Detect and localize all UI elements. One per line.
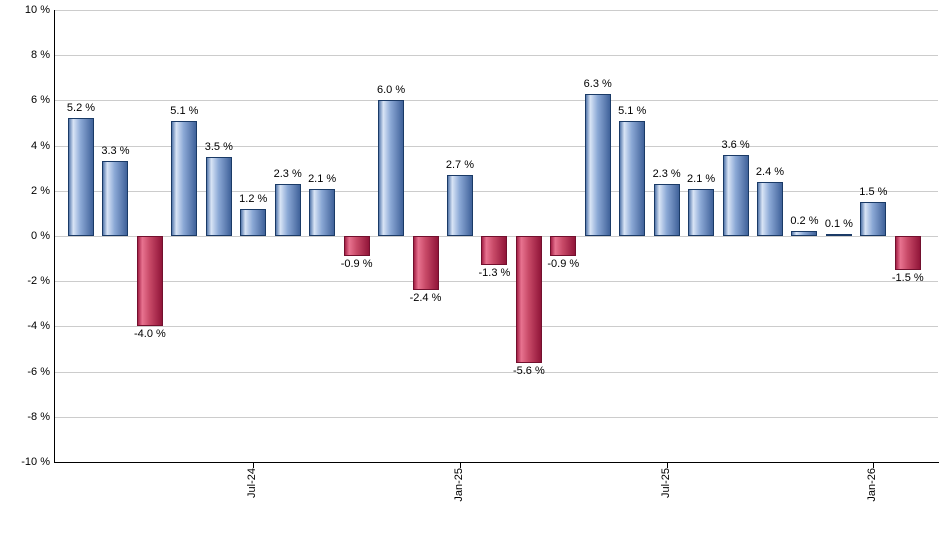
bar-positive [309,188,336,236]
x-tick [253,463,255,468]
y-tick-label: 8 % [31,49,50,62]
bar-value-label: 5.2 % [66,102,96,115]
bar-positive [240,208,267,236]
bar-value-label: 1.2 % [239,192,268,205]
x-tick [666,463,668,468]
bar-negative [136,236,163,327]
x-tick-label: Jul-25 [659,468,672,498]
gridline [55,10,938,11]
x-tick-label: Jan-26 [866,468,879,502]
gridline [55,55,938,57]
bar-negative [412,236,439,291]
bar-positive [619,120,646,236]
bar-positive [68,118,94,236]
bar-value-label: 2.3 % [652,168,681,181]
bar-positive [688,188,715,236]
bar-value-label: -0.9 % [340,258,373,271]
bar-positive [584,93,611,236]
bar-positive [205,156,232,236]
y-tick-label: -6 % [27,365,50,378]
y-tick-label: 6 % [31,94,50,107]
x-tick-label: Jan-25 [452,468,465,502]
bar-value-label: 5.1 % [618,104,647,117]
gridline [55,281,938,283]
bar-positive [274,184,301,236]
gridline [55,416,938,418]
y-tick-label: -10 % [21,456,50,468]
y-tick-label: 2 % [31,184,50,197]
bar-negative [894,236,921,270]
bar-value-label: 1.5 % [859,186,888,199]
bar-value-label: -1.3 % [478,267,511,280]
bar-positive [791,231,818,236]
bar-value-label: 3.5 % [204,140,233,153]
y-tick-label: -2 % [27,275,50,288]
bar-value-label: -2.4 % [409,292,442,305]
bar-positive [171,120,198,236]
bar-negative [343,236,370,257]
bar-positive [653,184,680,236]
bar-positive [446,174,473,236]
bar-value-label: 2.4 % [755,165,785,178]
bar-value-label: -0.9 % [547,258,580,271]
bar-positive [102,161,129,236]
bar-value-label: 3.6 % [721,138,750,151]
y-tick-label: 10 % [24,4,50,16]
bar-negative [515,236,542,363]
gridline [55,100,938,102]
bar-value-label: 2.1 % [687,172,716,185]
bar-value-label: -1.5 % [891,271,924,284]
y-tick-label: 4 % [31,139,50,152]
bar-value-label: -4.0 % [133,328,166,341]
x-tick [873,463,875,468]
bar-positive [722,154,749,236]
x-tick-label: Jul-24 [246,468,259,498]
bar-positive [825,233,852,236]
gridline [55,326,938,328]
bar-value-label: 6.3 % [583,77,612,90]
bar-value-label: -5.6 % [512,364,545,377]
bar-negative [550,236,577,257]
bar-value-label: 2.1 % [308,172,337,185]
bar-positive [860,202,887,236]
x-tick [459,463,461,468]
y-tick-label: -8 % [27,410,50,423]
y-tick-label: 0 % [31,230,50,242]
bar-value-label: 0.2 % [790,215,819,228]
bar-value-label: 0.1 % [824,217,853,230]
bar-value-label: 2.7 % [445,158,474,171]
x-axis-line [54,462,939,463]
bar-value-label: 6.0 % [376,84,406,97]
bar-value-label: 2.3 % [273,168,302,181]
bar-positive [757,181,783,236]
y-axis-line [54,10,55,462]
bar-positive [378,100,405,236]
y-tick-label: -4 % [27,320,50,333]
bar-value-label: 5.1 % [170,104,199,117]
bar-value-label: 3.3 % [101,145,130,158]
gridline [55,371,938,373]
bar-negative [481,236,508,266]
gridline [55,190,938,192]
gridline [55,145,938,147]
